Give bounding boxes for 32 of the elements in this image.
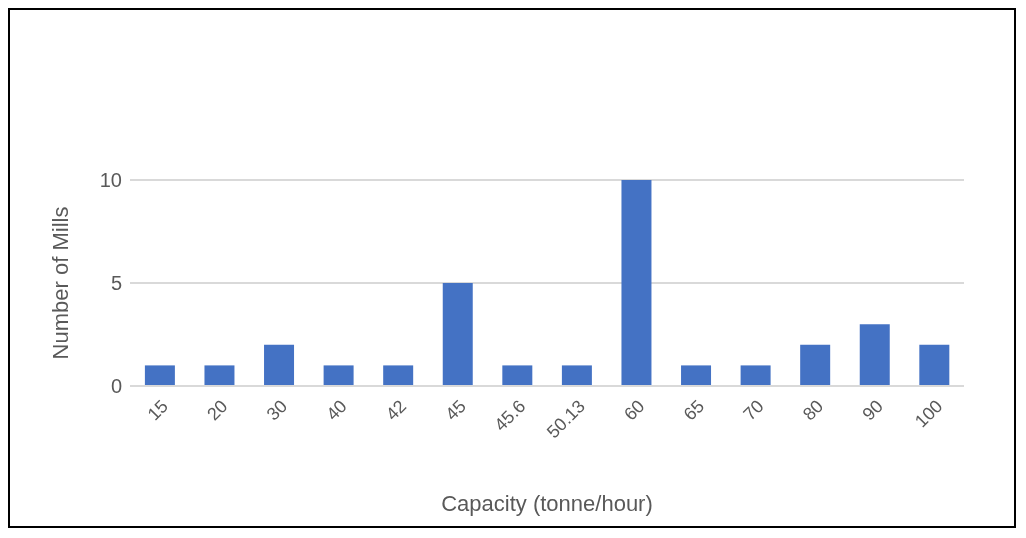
bar xyxy=(323,365,354,386)
bar xyxy=(264,344,295,386)
bar xyxy=(144,365,175,386)
bar xyxy=(859,324,890,386)
bar xyxy=(681,365,712,386)
bar xyxy=(621,180,652,386)
x-tick-label: 30 xyxy=(262,396,292,425)
y-tick-label: 5 xyxy=(110,272,122,295)
y-tick-label: 10 xyxy=(99,169,122,192)
bar xyxy=(383,365,414,386)
x-tick-label: 45 xyxy=(441,396,470,425)
x-tick-label: 80 xyxy=(798,396,828,425)
bar xyxy=(561,365,592,386)
bar xyxy=(800,344,831,386)
y-tick-label: 0 xyxy=(110,375,122,398)
bar xyxy=(502,365,533,386)
x-tick-label: 100 xyxy=(911,396,947,432)
x-axis-title: Capacity (tonne/hour) xyxy=(441,491,653,516)
x-tick-label: 45.6 xyxy=(490,396,530,435)
x-tick-label: 15 xyxy=(143,396,172,425)
x-tick-label: 65 xyxy=(679,396,709,425)
y-axis-title: Number of Mills xyxy=(47,206,73,360)
bar xyxy=(919,344,950,386)
x-tick-label: 70 xyxy=(739,396,768,425)
x-tick-label: 60 xyxy=(620,396,649,425)
x-tick-label: 20 xyxy=(203,396,232,425)
bar xyxy=(204,365,235,386)
bar xyxy=(740,365,771,386)
x-tick-label: 40 xyxy=(322,396,351,425)
x-tick-label: 90 xyxy=(858,396,887,425)
bar xyxy=(442,283,473,386)
x-tick-label: 42 xyxy=(381,396,411,425)
